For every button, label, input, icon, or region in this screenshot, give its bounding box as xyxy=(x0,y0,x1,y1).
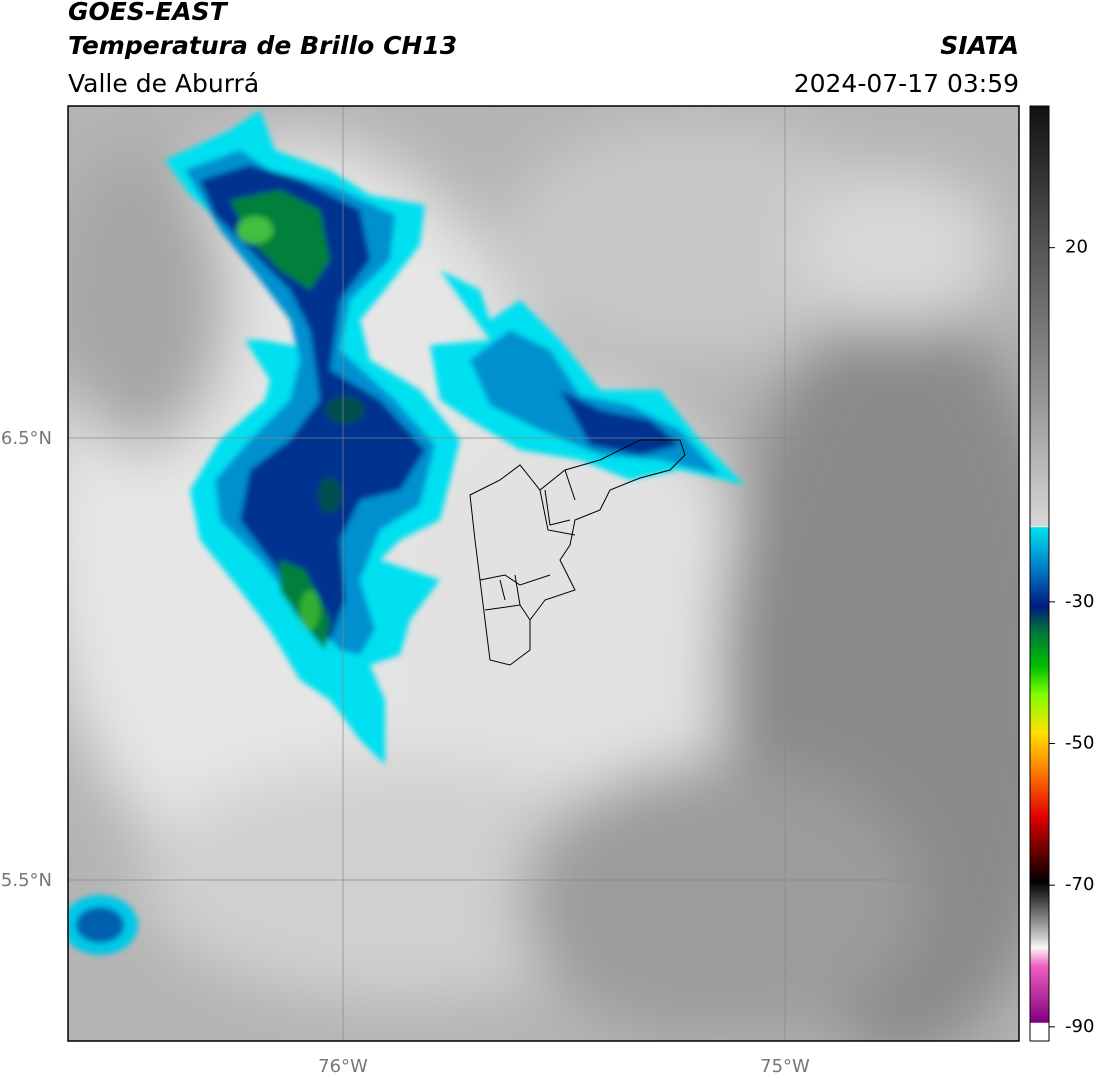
lat-label: 5.5°N xyxy=(1,870,52,891)
colorbar-tick-label: -30 xyxy=(1065,591,1094,612)
region: Valle de Aburrá xyxy=(68,69,259,98)
datetime: 2024-07-17 03:59 xyxy=(794,69,1019,98)
title: GOES-EAST xyxy=(68,0,229,26)
satellite-image xyxy=(68,106,1019,1041)
agency: SIATA xyxy=(940,31,1019,60)
map-frame xyxy=(67,105,1020,1042)
colorbar-tick-label: -90 xyxy=(1065,1016,1094,1037)
lon-label: 76°W xyxy=(318,1056,368,1077)
subtitle: Temperatura de Brillo CH13 xyxy=(68,31,457,60)
colorbar-tick-label: -70 xyxy=(1065,874,1094,895)
colorbar-tick-label: -50 xyxy=(1065,733,1094,754)
colorbar-tick-label: 20 xyxy=(1065,237,1088,258)
lon-label: 75°W xyxy=(760,1056,810,1077)
colorbar xyxy=(1029,105,1050,1042)
colorbar-ticks: 20 -30 -50 -70 -90 xyxy=(1049,237,1094,1037)
lat-label: 6.5°N xyxy=(1,428,52,449)
municipality-borders xyxy=(469,439,686,666)
